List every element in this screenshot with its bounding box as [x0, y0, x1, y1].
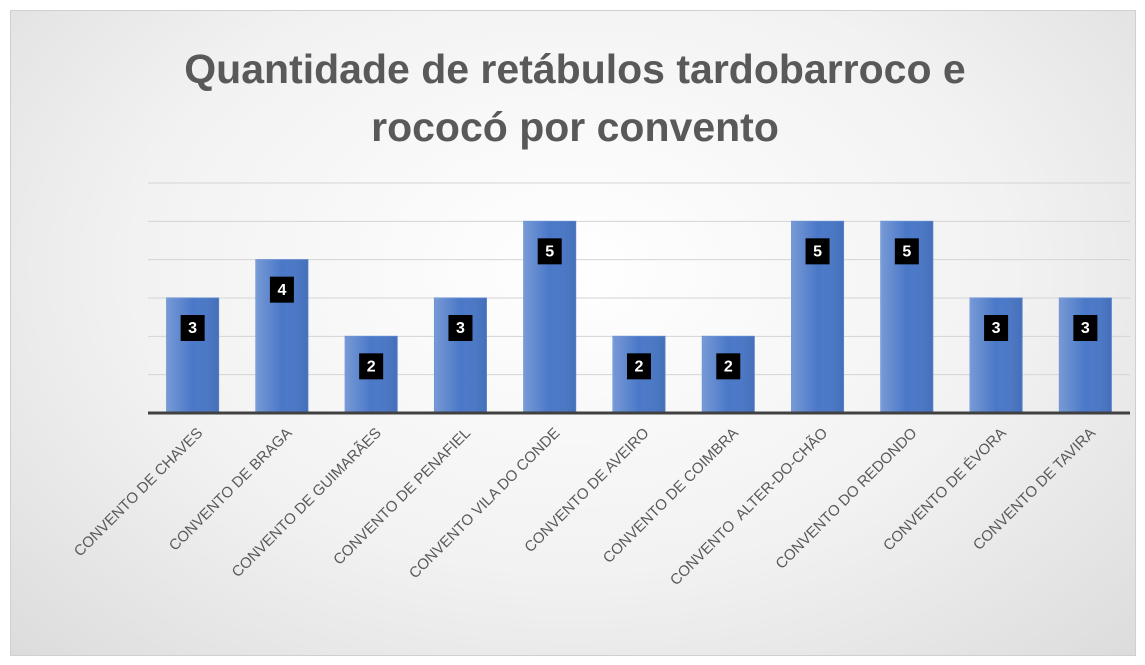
data-label-box	[627, 353, 651, 380]
data-label-box	[269, 276, 294, 303]
chart-title: Quantidade de retábulos tardobarroco e r…	[184, 46, 966, 150]
data-label: 5	[813, 244, 822, 261]
data-label-box	[805, 238, 830, 265]
data-label: 3	[188, 320, 197, 337]
data-label-box	[448, 315, 473, 341]
data-label-box	[180, 315, 205, 341]
x-tick-label: CONVENTO DE GUIMARÃES	[229, 425, 385, 581]
data-label: 5	[545, 244, 554, 261]
data-label: 3	[1081, 320, 1090, 337]
x-tick-label: CONVENTO VILA DO CONDE	[406, 425, 563, 582]
data-label-box	[894, 238, 919, 265]
data-label: 3	[456, 320, 465, 337]
data-label: 5	[902, 244, 911, 261]
data-label-box	[537, 238, 562, 265]
x-tick-label: CONVENTO DO REDONDO	[772, 425, 920, 573]
x-tick-label: CONVENTO ALTER-DO-CHÃO	[667, 425, 831, 589]
data-label: 3	[992, 320, 1001, 337]
data-label: 2	[724, 359, 733, 376]
data-label: 4	[277, 282, 286, 299]
data-label-box	[1073, 315, 1098, 341]
data-label-box	[359, 353, 384, 380]
data-label-box	[984, 315, 1009, 341]
data-label-box	[716, 353, 741, 380]
data-label: 2	[635, 359, 644, 376]
data-label: 2	[367, 359, 376, 376]
